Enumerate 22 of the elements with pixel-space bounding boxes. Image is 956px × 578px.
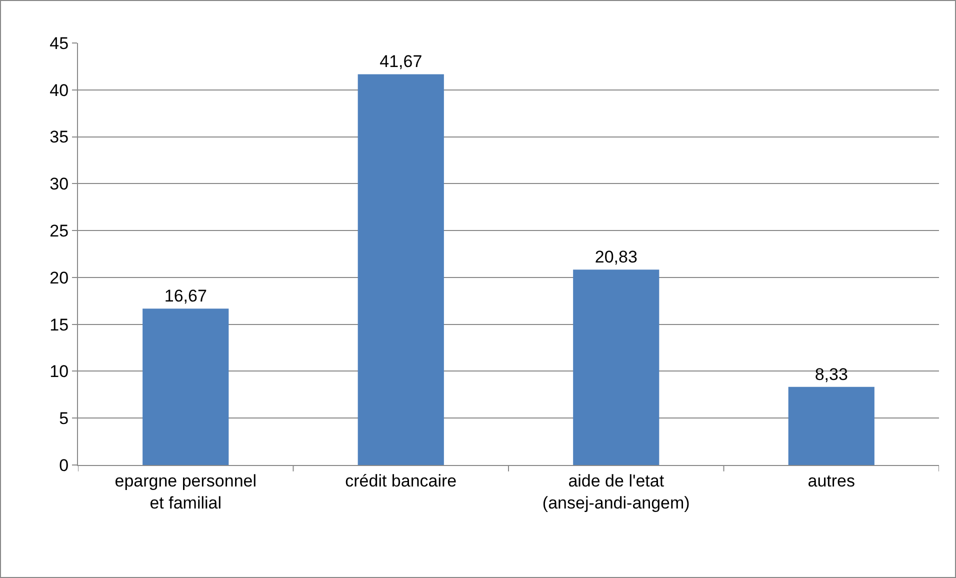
- bar: [358, 74, 444, 465]
- bar: [788, 386, 874, 465]
- bar: [573, 270, 660, 465]
- y-tick-label: 15: [50, 315, 69, 334]
- y-tick-label: 30: [50, 174, 69, 194]
- x-tick-label: aide de l'etat (ansej-andi-angem): [542, 471, 690, 512]
- y-tick-label: 40: [50, 80, 69, 100]
- data-label: 8,33: [814, 364, 848, 384]
- data-label: 20,83: [594, 248, 638, 267]
- y-tick-label: 10: [50, 362, 69, 382]
- y-tick-label: 20: [50, 268, 69, 288]
- bar: [142, 308, 229, 465]
- x-tick-label: epargne personnel et familial: [114, 471, 257, 512]
- y-tick-label: 0: [59, 456, 69, 475]
- x-tick-label: autres: [808, 471, 856, 490]
- data-label: 16,67: [164, 286, 207, 306]
- y-tick-label: 5: [59, 409, 69, 428]
- y-tick-label: 35: [50, 128, 69, 147]
- x-tick-label: crédit bancaire: [345, 471, 457, 490]
- y-tick-label: 45: [50, 34, 69, 53]
- y-tick-label: 25: [50, 222, 69, 241]
- data-label: 41,67: [380, 52, 422, 72]
